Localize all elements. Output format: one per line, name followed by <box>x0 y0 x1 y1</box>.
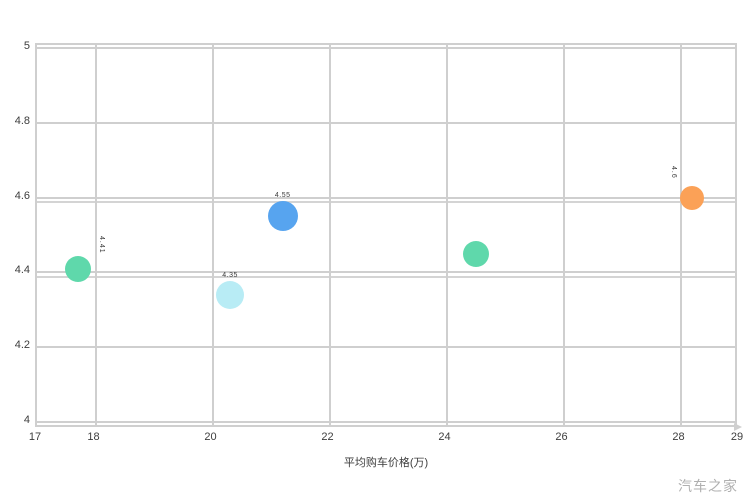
x-tick-label: 26 <box>555 431 568 443</box>
y-tick-label: 5 <box>23 40 30 52</box>
x-tick-label: 28 <box>672 431 685 443</box>
scatter-point-label: 4.41 <box>97 235 105 254</box>
scatter-point[interactable] <box>462 240 489 267</box>
reference-line <box>37 201 735 203</box>
scatter-point[interactable] <box>216 280 245 309</box>
gridline-vertical <box>562 45 565 425</box>
gridline-horizontal <box>37 121 735 124</box>
y-tick-label: 4.6 <box>14 189 30 202</box>
x-axis-title: 平均购车价格(万) <box>343 457 429 469</box>
x-tick-label: 22 <box>321 431 334 443</box>
gridline-horizontal <box>37 196 735 199</box>
y-tick-label: 4.8 <box>14 114 30 127</box>
x-tick-label: 17 <box>28 431 42 443</box>
scatter-point[interactable] <box>680 185 705 210</box>
scatter-point-label: 4.55 <box>274 192 291 200</box>
x-tick-label: 24 <box>438 431 451 443</box>
gridline-vertical <box>94 45 97 425</box>
gridline-horizontal <box>37 346 735 349</box>
gridline-horizontal <box>37 271 735 274</box>
y-tick-label: 4 <box>23 414 30 426</box>
scatter-point-label: 4.6 <box>670 165 678 179</box>
x-tick-label: 20 <box>204 431 217 443</box>
reference-line <box>37 276 735 278</box>
gridline-horizontal <box>37 47 735 49</box>
gridline-horizontal <box>37 421 735 423</box>
scatter-point[interactable] <box>267 201 298 232</box>
y-tick-label: 4.2 <box>14 339 30 352</box>
gridline-vertical <box>445 45 448 425</box>
y-tick-label: 4.4 <box>14 264 30 277</box>
scatter-point[interactable] <box>64 255 91 282</box>
x-tick-label: 18 <box>87 431 100 443</box>
gridline-vertical <box>211 45 214 425</box>
gridline-vertical <box>328 45 331 425</box>
watermark-autohome: 汽车之家 <box>678 478 738 494</box>
scatter-point-label: 4.35 <box>222 271 238 279</box>
x-axis-arrow-icon <box>734 423 742 431</box>
gridline-vertical <box>679 45 682 425</box>
x-tick-label: 29 <box>730 431 744 443</box>
plot-area: 4.41 4.35 4.55 4.6 <box>35 43 742 431</box>
